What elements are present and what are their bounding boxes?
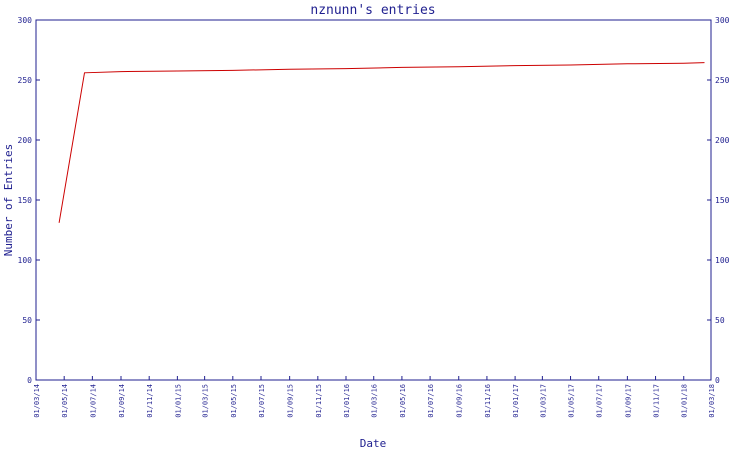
y-tick-label-left: 0 [27,376,32,385]
y-tick-label-right: 250 [715,76,730,85]
x-tick-label: 01/05/17 [568,384,576,418]
y-tick-label-right: 100 [715,256,730,265]
x-tick-label: 01/07/15 [258,384,266,418]
x-tick-label: 01/03/17 [539,384,547,418]
x-axis-label: Date [360,437,387,450]
x-tick-label: 01/07/14 [89,384,97,418]
x-tick-label: 01/03/16 [371,384,379,418]
x-tick-label: 01/03/15 [202,384,210,418]
y-tick-label-left: 250 [18,76,33,85]
series-line [58,62,705,223]
y-tick-label-right: 50 [715,316,725,325]
y-tick-label-right: 200 [715,136,730,145]
x-tick-label: 01/01/18 [681,384,689,418]
y-tick-label-left: 300 [18,16,33,25]
y-axis-label: Number of Entries [2,144,15,257]
x-tick-label: 01/01/17 [512,384,520,418]
y-tick-label-left: 100 [18,256,33,265]
y-tick-label-right: 0 [715,376,720,385]
x-tick-label: 01/03/18 [708,384,716,418]
y-tick-label-right: 150 [715,196,730,205]
x-tick-label: 01/07/16 [427,384,435,418]
x-tick-label: 01/11/14 [146,384,154,418]
x-tick-label: 01/09/16 [456,384,464,418]
x-tick-label: 01/11/17 [653,384,661,418]
series-layer [58,62,705,223]
chart-title: nznunn's entries [310,3,435,18]
x-axis: 01/03/14 01/05/14 01/07/14 01/09/14 01/11/14… [33,376,716,418]
y-axis-left: 0 50 100 150 200 250 300 [18,16,711,385]
y-axis-right: 0 50 100 150 200 250 300 [715,16,730,385]
y-tick-label-left: 150 [18,196,33,205]
x-tick-label: 01/09/14 [118,384,126,418]
x-tick-label: 01/05/15 [230,384,238,418]
y-tick-label-right: 300 [715,16,730,25]
x-tick-label: 01/05/16 [399,384,407,418]
x-tick-label: 01/01/16 [343,384,351,418]
x-tick-label: 01/09/17 [624,384,632,418]
x-tick-label: 01/05/14 [61,384,69,418]
y-tick-label-left: 200 [18,136,33,145]
x-tick-label: 01/11/15 [315,384,323,418]
plot-frame [35,19,712,381]
x-tick-label: 01/09/15 [287,384,295,418]
x-tick-label: 01/01/15 [174,384,182,418]
y-tick-label-left: 50 [22,316,32,325]
x-tick-label: 01/03/14 [33,384,41,418]
x-tick-label: 01/11/16 [484,384,492,418]
x-tick-label: 01/07/17 [596,384,604,418]
